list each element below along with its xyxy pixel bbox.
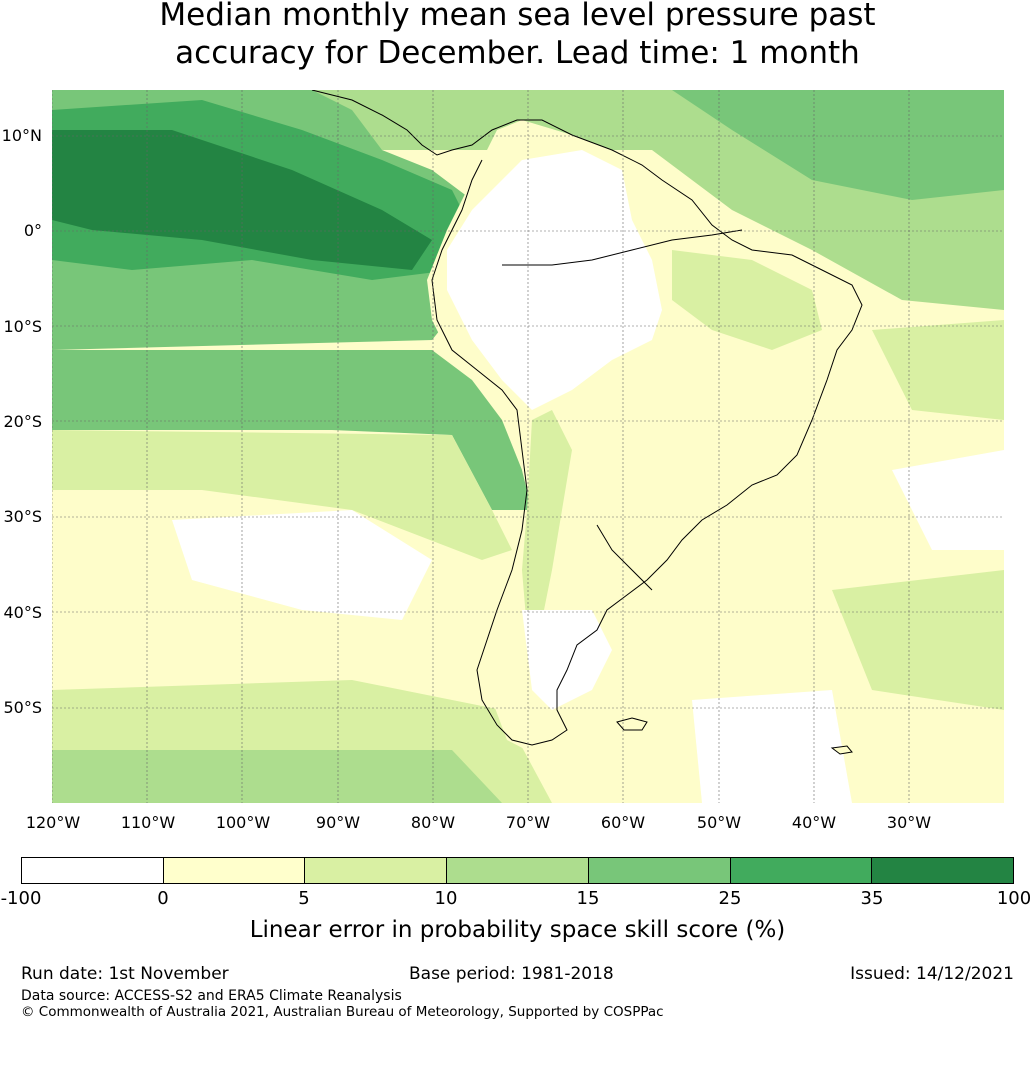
land-inner-white xyxy=(447,150,662,410)
amazon-river xyxy=(502,229,743,266)
patch-sa-light xyxy=(832,570,1004,710)
colorbar-tick-10: 10 xyxy=(434,888,458,909)
lat-label-0: 0° xyxy=(23,221,42,240)
band-south-ocean-dark xyxy=(52,750,502,803)
copyright: © Commonwealth of Australia 2021, Austra… xyxy=(21,1004,664,1020)
colorbar-tick-neg100: -100 xyxy=(0,888,42,909)
colorbar-segment-neg100-0 xyxy=(22,858,164,883)
colorbar-tick-100: 100 xyxy=(996,888,1032,909)
map-title: Median monthly mean sea level pressure p… xyxy=(0,0,1035,72)
band-north-atlantic-dark xyxy=(672,90,1004,200)
run-date: Run date: 1st November xyxy=(21,964,229,984)
lat-label-20s: 20°S xyxy=(3,412,42,431)
colorbar-tick-0: 0 xyxy=(157,888,169,909)
patch-white-sp xyxy=(172,510,432,620)
falkland-islands xyxy=(616,717,648,731)
colorbar-tick-35: 35 xyxy=(860,888,884,909)
coastline xyxy=(311,90,863,746)
skill-score-map xyxy=(52,90,1004,803)
lat-label-10n: 10°N xyxy=(1,126,42,145)
graticule xyxy=(52,90,1004,803)
patch-sa-white-south xyxy=(692,690,852,803)
lat-label-40s: 40°S xyxy=(3,603,42,622)
lon-label-70w: 70°W xyxy=(505,813,551,832)
band-south-pacific-light xyxy=(52,430,512,560)
lon-label-90w: 90°W xyxy=(315,813,361,832)
lon-label-60w: 60°W xyxy=(600,813,646,832)
data-source: Data source: ACCESS-S2 and ERA5 Climate … xyxy=(21,988,402,1004)
colorbar-tick-5: 5 xyxy=(298,888,310,909)
colorbar-segment-25-35 xyxy=(730,858,873,883)
issued-date: Issued: 14/12/2021 xyxy=(850,964,1014,984)
band-south-pacific xyxy=(52,350,532,510)
lon-label-40w: 40°W xyxy=(791,813,837,832)
land-inner-green xyxy=(672,250,822,350)
lat-label-50s: 50°S xyxy=(3,698,42,717)
colorbar-segment-10-15 xyxy=(447,858,589,883)
colorbar xyxy=(21,857,1014,884)
map-canvas xyxy=(52,90,1004,803)
lat-label-30s: 30°S xyxy=(3,507,42,526)
lon-label-100w: 100°W xyxy=(215,813,271,832)
colorbar-label: Linear error in probability space skill … xyxy=(249,917,786,943)
band-eq-atlantic xyxy=(872,320,1004,420)
lon-label-30w: 30°W xyxy=(886,813,932,832)
title-line-1: Median monthly mean sea level pressure p… xyxy=(159,0,876,33)
lon-label-80w: 80°W xyxy=(410,813,456,832)
lon-label-110w: 110°W xyxy=(120,813,176,832)
south-georgia xyxy=(830,745,853,755)
lon-label-120w: 120°W xyxy=(25,813,81,832)
patch-sa-white xyxy=(892,450,1004,550)
lat-label-10s: 10°S xyxy=(3,317,42,336)
colorbar-segment-0-5 xyxy=(163,858,306,883)
parana-river xyxy=(596,524,653,591)
colorbar-tick-25: 25 xyxy=(718,888,742,909)
colorbar-segment-5-10 xyxy=(305,858,448,883)
land-andes-green xyxy=(522,410,572,630)
colorbar-tick-15: 15 xyxy=(576,888,600,909)
title-line-2: accuracy for December. Lead time: 1 mont… xyxy=(175,35,860,71)
colorbar-segment-35-100 xyxy=(872,858,1014,883)
base-period: Base period: 1981-2018 xyxy=(409,964,614,984)
lon-label-50w: 50°W xyxy=(696,813,742,832)
colorbar-segment-15-25 xyxy=(588,858,731,883)
